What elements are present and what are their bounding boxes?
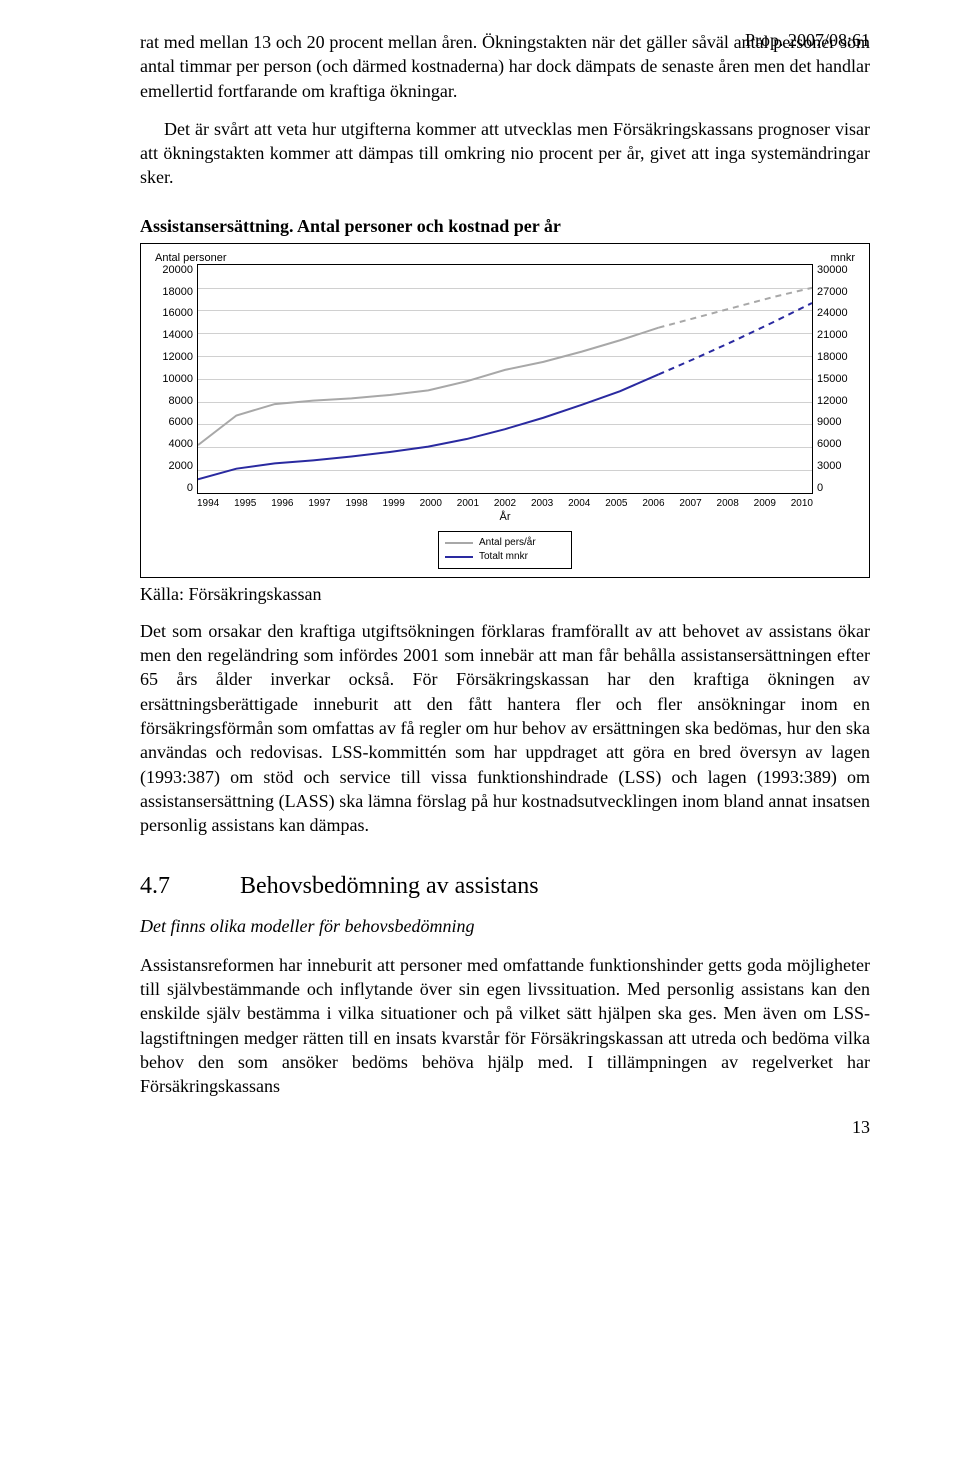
ytick-right: 6000 bbox=[817, 438, 855, 450]
ytick-left: 8000 bbox=[155, 395, 193, 407]
xtick: 2005 bbox=[605, 498, 627, 509]
chart-title: Assistansersättning. Antal personer och … bbox=[140, 216, 870, 237]
ytick-right: 9000 bbox=[817, 416, 855, 428]
plot-area bbox=[197, 264, 813, 494]
xtick: 2004 bbox=[568, 498, 590, 509]
ytick-left: 0 bbox=[155, 482, 193, 494]
ytick-left: 4000 bbox=[155, 438, 193, 450]
legend-swatch-personer bbox=[445, 542, 473, 544]
section-heading: 4.7Behovsbedömning av assistans bbox=[140, 873, 870, 900]
side-annotation: Prop. 2007/08:61 bbox=[745, 30, 870, 51]
ytick-right: 0 bbox=[817, 482, 855, 494]
legend-label-personer: Antal pers/år bbox=[479, 536, 536, 550]
xtick: 2000 bbox=[420, 498, 442, 509]
xtick: 1997 bbox=[308, 498, 330, 509]
ytick-left: 18000 bbox=[155, 286, 193, 298]
right-y-ticks: 3000027000240002100018000150001200090006… bbox=[813, 264, 855, 494]
xtick: 2010 bbox=[791, 498, 813, 509]
paragraph-4: Assistansreformen har inneburit att pers… bbox=[140, 953, 870, 1099]
chart-source: Källa: Försäkringskassan bbox=[140, 584, 870, 605]
chart-container: Antal personer mnkr 20000180001600014000… bbox=[140, 243, 870, 578]
xtick: 1995 bbox=[234, 498, 256, 509]
paragraph-3: Det som orsakar den kraftiga utgiftsökni… bbox=[140, 619, 870, 838]
ytick-right: 15000 bbox=[817, 373, 855, 385]
xtick: 2009 bbox=[754, 498, 776, 509]
legend-swatch-kostnad bbox=[445, 556, 473, 558]
xtick: 2001 bbox=[457, 498, 479, 509]
xtick: 2002 bbox=[494, 498, 516, 509]
section-title: Behovsbedömning av assistans bbox=[240, 873, 539, 899]
page-number: 13 bbox=[140, 1117, 870, 1138]
ytick-right: 21000 bbox=[817, 329, 855, 341]
xtick: 1999 bbox=[383, 498, 405, 509]
xtick: 2008 bbox=[717, 498, 739, 509]
ytick-left: 6000 bbox=[155, 416, 193, 428]
ytick-right: 12000 bbox=[817, 395, 855, 407]
xtick: 1994 bbox=[197, 498, 219, 509]
xtick: 1998 bbox=[345, 498, 367, 509]
ytick-right: 30000 bbox=[817, 264, 855, 276]
sub-heading: Det finns olika modeller för behovsbedöm… bbox=[140, 914, 870, 938]
xtick: 2007 bbox=[679, 498, 701, 509]
xtick: 2006 bbox=[642, 498, 664, 509]
ytick-left: 10000 bbox=[155, 373, 193, 385]
xtick: 2003 bbox=[531, 498, 553, 509]
ytick-left: 12000 bbox=[155, 351, 193, 363]
ytick-right: 27000 bbox=[817, 286, 855, 298]
x-ticks: 1994 1995 1996 1997 1998 1999 2000 2001 2002 2003… bbox=[197, 498, 813, 509]
ytick-right: 24000 bbox=[817, 307, 855, 319]
ytick-left: 16000 bbox=[155, 307, 193, 319]
ytick-right: 3000 bbox=[817, 460, 855, 472]
x-axis-label: År bbox=[155, 511, 855, 523]
ytick-right: 18000 bbox=[817, 351, 855, 363]
legend: Antal pers/år Totalt mnkr bbox=[438, 531, 572, 569]
ytick-left: 2000 bbox=[155, 460, 193, 472]
left-axis-label: Antal personer bbox=[155, 252, 227, 264]
section-number: 4.7 bbox=[140, 873, 240, 900]
legend-label-kostnad: Totalt mnkr bbox=[479, 550, 528, 564]
right-axis-label: mnkr bbox=[831, 252, 855, 264]
ytick-left: 20000 bbox=[155, 264, 193, 276]
xtick: 1996 bbox=[271, 498, 293, 509]
ytick-left: 14000 bbox=[155, 329, 193, 341]
left-y-ticks: 2000018000160001400012000100008000600040… bbox=[155, 264, 197, 494]
paragraph-2: Det är svårt att veta hur utgifterna kom… bbox=[140, 117, 870, 190]
